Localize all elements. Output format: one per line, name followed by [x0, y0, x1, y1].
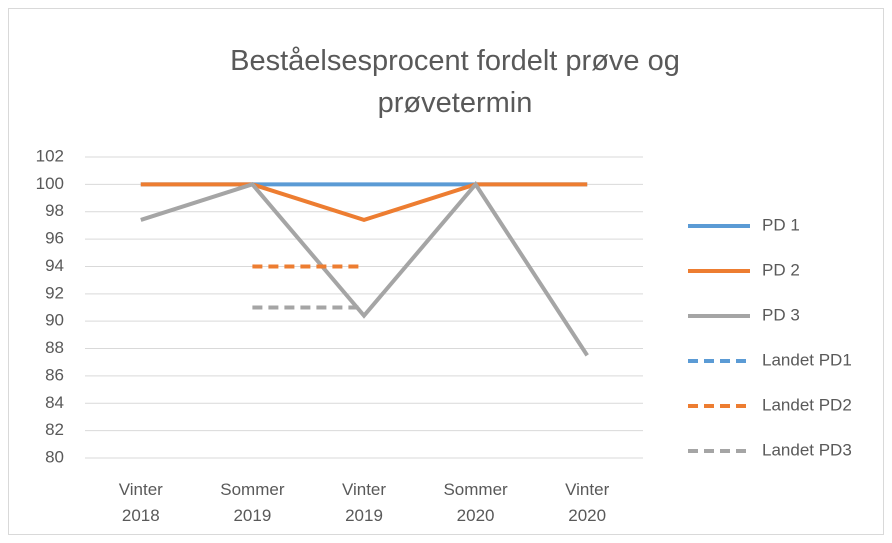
y-tick-label: 100 — [36, 174, 64, 193]
legend-label: PD 3 — [762, 305, 800, 324]
y-tick-label: 96 — [45, 229, 64, 248]
legend-label: Landet PD2 — [762, 395, 852, 414]
x-tick-label: Vinter 2018 — [118, 480, 163, 525]
series-line — [140, 181, 589, 357]
x-tick-label: Vinter 2020 — [565, 480, 610, 525]
x-tick-label: Vinter 2019 — [341, 480, 387, 525]
y-tick-label: 82 — [45, 420, 64, 439]
y-tick-label: 80 — [45, 447, 64, 466]
legend-label: PD 1 — [762, 215, 800, 234]
y-tick-label: 92 — [45, 283, 64, 302]
y-tick-label: 84 — [45, 393, 64, 412]
x-tick-label: Sommer 2020 — [443, 480, 508, 525]
y-tick-label: 94 — [45, 256, 64, 275]
legend-label: Landet PD1 — [762, 350, 852, 369]
series-line — [140, 182, 588, 223]
chart-title: Beståelsesprocent fordelt prøve og prøve… — [230, 45, 680, 119]
y-tick-label: 86 — [45, 365, 64, 384]
x-tick-label: Sommer 2019 — [220, 480, 285, 525]
y-tick-label: 90 — [45, 311, 64, 330]
y-tick-label: 88 — [45, 338, 64, 357]
y-tick-label: 98 — [45, 201, 64, 220]
legend-label: Landet PD3 — [762, 440, 852, 459]
y-tick-label: 102 — [36, 146, 64, 165]
legend-label: PD 2 — [762, 260, 800, 279]
